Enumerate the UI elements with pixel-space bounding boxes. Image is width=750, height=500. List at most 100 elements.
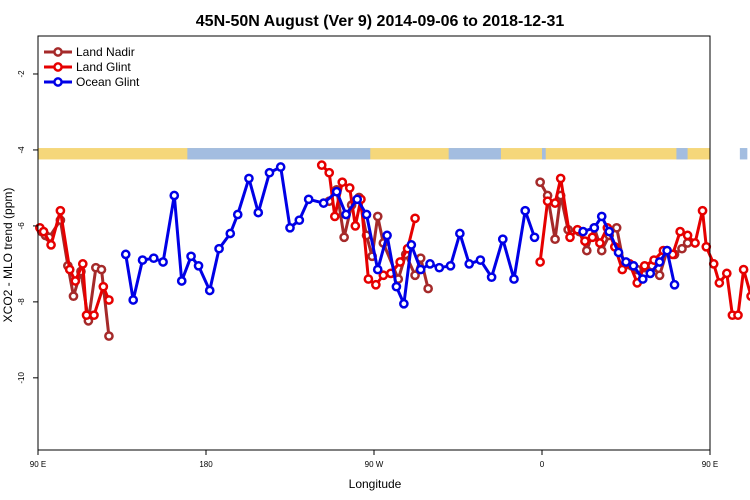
legend-marker-ocean-glint — [53, 77, 63, 87]
data-point-ocean-glint — [399, 298, 409, 309]
y-axis-label: XCO2 - MLO trend (ppm) — [1, 188, 15, 323]
data-point-ocean-glint — [406, 240, 417, 250]
data-point-land-nadir — [96, 264, 107, 275]
data-point-land-nadir — [550, 234, 560, 245]
data-point-land-glint — [682, 230, 693, 241]
x-axis-label: Longitude — [349, 477, 402, 491]
data-point-land-glint — [580, 236, 590, 246]
data-point-ocean-glint — [382, 230, 392, 241]
data-point-land-nadir — [654, 270, 665, 281]
data-point-ocean-glint — [137, 255, 148, 265]
data-point-land-glint — [395, 257, 405, 267]
data-point-land-glint — [542, 196, 553, 207]
data-point-land-glint — [363, 274, 374, 284]
strip-land — [38, 148, 710, 160]
data-point-land-nadir — [410, 270, 420, 281]
x-tick-label: 180 — [199, 460, 213, 469]
land-ocean-strip — [38, 148, 748, 160]
legend-label-land-nadir: Land Nadir — [76, 45, 135, 59]
series-ocean-glint — [120, 162, 680, 309]
data-point-land-glint — [701, 241, 712, 252]
data-point-ocean-glint — [244, 173, 254, 184]
data-point-ocean-glint — [415, 264, 426, 275]
data-point-ocean-glint — [654, 257, 665, 267]
y-tick-label: -2 — [17, 70, 26, 78]
data-point-land-glint — [77, 259, 88, 269]
data-point-ocean-glint — [361, 209, 372, 220]
series-line-land-glint — [538, 176, 750, 317]
y-tick-label: -4 — [17, 146, 26, 154]
data-point-land-glint — [46, 240, 56, 250]
data-point-land-glint — [675, 226, 685, 237]
x-tick-label: 90 E — [30, 460, 46, 469]
legend-item-land-glint: Land Glint — [44, 60, 131, 74]
data-point-ocean-glint — [232, 209, 243, 220]
data-point-land-glint — [324, 167, 335, 178]
y-tick-label: -6 — [17, 222, 26, 230]
data-point-land-glint — [337, 177, 348, 188]
strip-ocean-0 — [187, 148, 371, 160]
x-tick-label: 0 — [540, 460, 545, 469]
data-point-ocean-glint — [497, 234, 508, 245]
legend-item-land-nadir: Land Nadir — [44, 45, 135, 59]
data-point-land-nadir — [596, 245, 607, 256]
data-point-land-glint — [555, 173, 566, 184]
data-point-ocean-glint — [120, 249, 131, 260]
legend-marker-land-glint — [53, 62, 63, 72]
data-point-ocean-glint — [464, 259, 475, 269]
x-tick-label: 90 W — [365, 460, 384, 469]
data-point-ocean-glint — [372, 264, 383, 275]
data-point-ocean-glint — [455, 228, 465, 239]
data-point-ocean-glint — [596, 211, 607, 222]
chart-axes: 90 E 180 90 W 0 90 E -2 -4 -6 -8 -10 — [17, 35, 718, 469]
data-point-land-nadir — [581, 245, 592, 256]
legend-label-land-glint: Land Glint — [76, 60, 131, 74]
data-point-ocean-glint — [186, 251, 196, 262]
series-land-nadir — [36, 177, 693, 341]
data-point-land-glint — [89, 310, 99, 321]
data-point-land-glint — [316, 160, 327, 170]
data-point-ocean-glint — [662, 245, 672, 256]
data-point-land-glint — [344, 183, 355, 193]
data-point-ocean-glint — [275, 162, 286, 172]
data-point-land-glint — [98, 281, 109, 292]
data-point-land-nadir — [339, 232, 349, 243]
data-point-ocean-glint — [391, 281, 402, 292]
data-point-land-glint — [721, 268, 732, 279]
data-point-ocean-glint — [148, 253, 159, 264]
data-point-ocean-glint — [341, 209, 351, 220]
data-point-land-glint — [550, 198, 560, 208]
data-point-ocean-glint — [621, 257, 631, 267]
strip-ocean-2 — [542, 148, 546, 160]
data-point-ocean-glint — [637, 274, 648, 284]
data-point-ocean-glint — [669, 279, 680, 290]
data-point-land-glint — [64, 264, 75, 275]
data-point-ocean-glint — [169, 190, 180, 201]
data-point-land-glint — [104, 295, 114, 305]
data-point-ocean-glint — [613, 247, 624, 258]
data-point-land-glint — [714, 278, 725, 288]
data-point-land-glint — [371, 279, 381, 290]
chart-marks — [35, 160, 750, 341]
data-point-land-glint — [587, 232, 598, 243]
data-point-ocean-glint — [520, 205, 531, 216]
data-point-land-glint — [55, 205, 66, 216]
data-point-ocean-glint — [303, 194, 314, 205]
data-point-ocean-glint — [475, 255, 486, 265]
data-point-land-nadir — [372, 211, 383, 222]
data-point-ocean-glint — [204, 285, 215, 296]
data-point-ocean-glint — [176, 276, 187, 286]
data-point-ocean-glint — [434, 262, 445, 273]
data-point-land-nadir — [68, 291, 79, 302]
data-point-ocean-glint — [294, 215, 305, 226]
data-point-ocean-glint — [225, 228, 236, 239]
data-point-land-nadir — [423, 283, 433, 294]
data-point-ocean-glint — [589, 222, 600, 233]
data-point-land-glint — [350, 221, 361, 231]
series-land-glint — [35, 160, 750, 321]
data-point-ocean-glint — [445, 260, 456, 271]
data-point-land-glint — [697, 205, 708, 216]
data-point-ocean-glint — [645, 268, 656, 279]
data-point-land-glint — [329, 211, 340, 222]
